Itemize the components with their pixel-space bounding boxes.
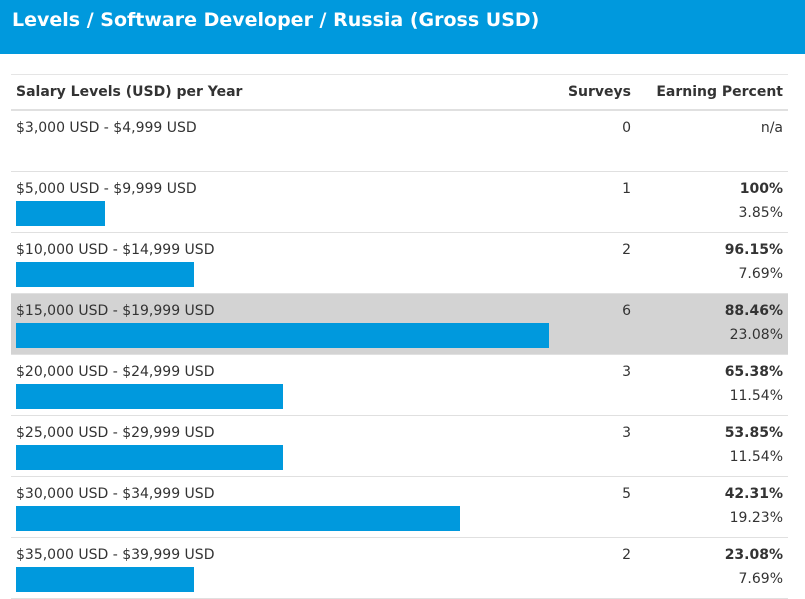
table-row: $10,000 USD - $14,999 USD 2 96.15% 7.69% (11, 233, 788, 294)
salary-level: $3,000 USD - $4,999 USD (16, 120, 197, 136)
earning-percent: 65.38% (724, 364, 783, 380)
column-header: Salary Levels (USD) per Year (16, 84, 243, 100)
earning-percent: 23.08% (724, 547, 783, 563)
earning-percent: 42.31% (724, 486, 783, 502)
survey-count: 3 (622, 425, 631, 441)
table-row: $25,000 USD - $29,999 USD 3 53.85% 11.54% (11, 416, 788, 477)
page-title: Levels / Software Developer / Russia (Gr… (12, 9, 540, 31)
survey-count: 0 (622, 120, 631, 136)
survey-bar (16, 506, 461, 531)
survey-bar (16, 567, 194, 592)
share-percent: 11.54% (729, 388, 783, 404)
survey-bar (16, 445, 283, 470)
earning-percent: n/a (760, 120, 783, 136)
table-row: $20,000 USD - $24,999 USD 3 65.38% 11.54% (11, 355, 788, 416)
salary-level: $5,000 USD - $9,999 USD (16, 181, 197, 197)
share-percent: 19.23% (729, 510, 783, 526)
survey-bar (16, 262, 194, 287)
table-row: $3,000 USD - $4,999 USD 0 n/a (11, 111, 788, 172)
survey-count: 6 (622, 303, 631, 319)
share-percent: 7.69% (738, 571, 783, 587)
table-row: $30,000 USD - $34,999 USD 5 42.31% 19.23% (11, 477, 788, 538)
survey-count: 1 (622, 181, 631, 197)
table-row: $5,000 USD - $9,999 USD 1 100% 3.85% (11, 172, 788, 233)
table-row: $15,000 USD - $19,999 USD 6 88.46% 23.08% (11, 294, 788, 355)
salary-table: Salary Levels (USD) per Year Surveys Ear… (11, 74, 788, 599)
salary-level: $30,000 USD - $34,999 USD (16, 486, 215, 502)
table-header: Salary Levels (USD) per Year Surveys Ear… (11, 75, 788, 111)
earning-percent: 53.85% (724, 425, 783, 441)
survey-bar (16, 201, 105, 226)
share-percent: 23.08% (729, 327, 783, 343)
share-percent: 7.69% (738, 266, 783, 282)
survey-count: 2 (622, 547, 631, 563)
survey-count: 2 (622, 242, 631, 258)
earning-percent: 88.46% (724, 303, 783, 319)
earning-percent: 100% (739, 181, 783, 197)
survey-bar (16, 323, 549, 348)
survey-count: 5 (622, 486, 631, 502)
salary-level: $20,000 USD - $24,999 USD (16, 364, 215, 380)
title-bar: Levels / Software Developer / Russia (Gr… (0, 0, 805, 54)
salary-level: $10,000 USD - $14,999 USD (16, 242, 215, 258)
survey-count: 3 (622, 364, 631, 380)
survey-bar (16, 384, 283, 409)
share-percent: 11.54% (729, 449, 783, 465)
table-row: $35,000 USD - $39,999 USD 2 23.08% 7.69% (11, 538, 788, 599)
earning-percent: 96.15% (724, 242, 783, 258)
salary-level: $35,000 USD - $39,999 USD (16, 547, 215, 563)
salary-level: $15,000 USD - $19,999 USD (16, 303, 215, 319)
share-percent: 3.85% (738, 205, 783, 221)
column-header: Earning Percent (656, 84, 783, 100)
salary-level: $25,000 USD - $29,999 USD (16, 425, 215, 441)
column-header: Surveys (567, 84, 631, 100)
